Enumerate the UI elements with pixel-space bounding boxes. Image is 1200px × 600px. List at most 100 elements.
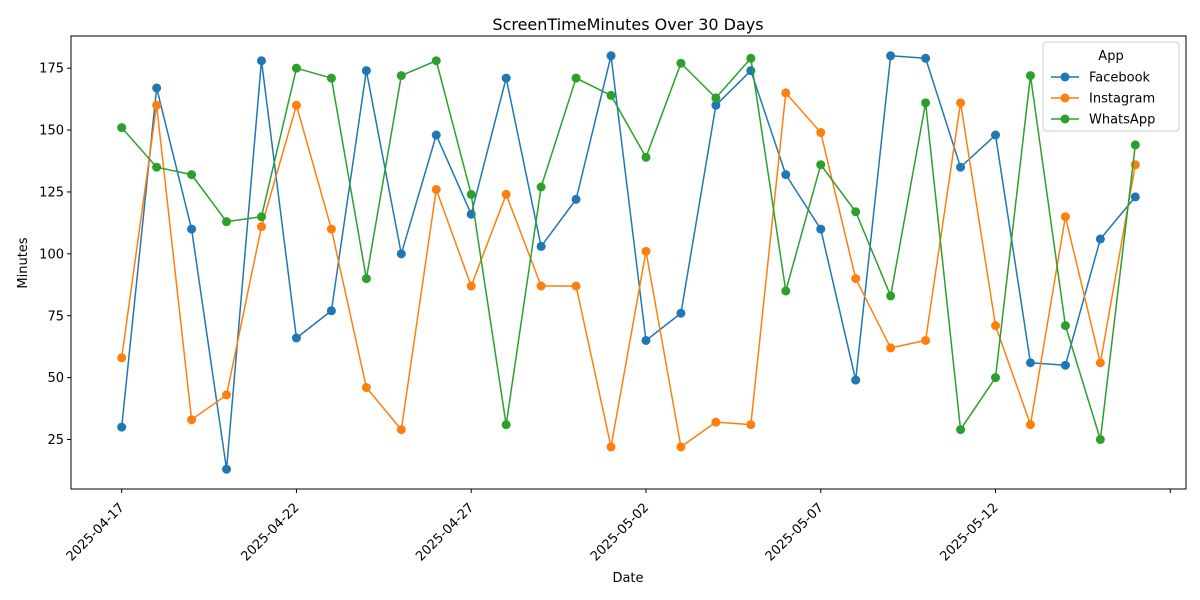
whatsapp-point bbox=[991, 373, 1001, 383]
facebook-point bbox=[187, 224, 197, 234]
instagram-point bbox=[991, 321, 1001, 331]
series-facebook bbox=[117, 51, 1140, 474]
facebook-point bbox=[431, 130, 441, 140]
instagram-point bbox=[781, 88, 791, 98]
instagram-point bbox=[152, 100, 162, 110]
instagram-point bbox=[291, 100, 301, 110]
legend-item-whatsapp: WhatsApp bbox=[1051, 113, 1155, 128]
instagram-point bbox=[326, 224, 336, 234]
whatsapp-point bbox=[781, 286, 791, 296]
whatsapp-point bbox=[291, 63, 301, 73]
whatsapp-point bbox=[326, 73, 336, 83]
plot-area: 2025-04-17 2025-04-22 2025-04-27 2025-05-02… bbox=[39, 35, 1187, 564]
y-tick-label: 125 bbox=[39, 186, 64, 201]
whatsapp-point bbox=[956, 425, 966, 435]
whatsapp-point bbox=[536, 182, 546, 192]
whatsapp-point bbox=[746, 53, 756, 63]
facebook-point bbox=[746, 66, 756, 76]
facebook-point bbox=[326, 306, 336, 316]
whatsapp-point bbox=[571, 73, 581, 83]
facebook-point bbox=[991, 130, 1001, 140]
whatsapp-point bbox=[816, 160, 826, 170]
whatsapp-point bbox=[1130, 140, 1140, 150]
instagram-point bbox=[641, 246, 651, 256]
legend-label: Instagram bbox=[1089, 92, 1155, 107]
instagram-point bbox=[886, 343, 896, 353]
instagram-point bbox=[396, 425, 406, 435]
whatsapp-point bbox=[1060, 321, 1070, 331]
instagram-point bbox=[1025, 420, 1035, 430]
instagram-point bbox=[501, 189, 511, 199]
facebook-point bbox=[222, 464, 232, 474]
whatsapp-line bbox=[121, 57, 1137, 441]
instagram-point bbox=[361, 383, 371, 393]
legend-marker-swatch bbox=[1060, 114, 1070, 124]
y-axis-ticks: 25 50 75 100 125 150 175 bbox=[39, 62, 71, 448]
facebook-point bbox=[606, 51, 616, 61]
facebook-point bbox=[816, 224, 826, 234]
facebook-point bbox=[291, 333, 301, 343]
legend-marker-swatch bbox=[1060, 93, 1070, 103]
whatsapp-point bbox=[641, 152, 651, 162]
whatsapp-point bbox=[886, 291, 896, 301]
instagram-point bbox=[117, 353, 127, 363]
series-whatsapp bbox=[117, 53, 1140, 444]
y-tick-label: 75 bbox=[47, 309, 64, 324]
legend-marker-swatch bbox=[1060, 72, 1070, 82]
facebook-point bbox=[781, 170, 791, 180]
instagram-point bbox=[851, 274, 861, 284]
whatsapp-point bbox=[676, 58, 686, 68]
whatsapp-point bbox=[117, 123, 127, 133]
instagram-point bbox=[1060, 212, 1070, 222]
legend-title: App bbox=[1098, 49, 1123, 64]
facebook-point bbox=[1025, 358, 1035, 368]
instagram-point bbox=[256, 222, 266, 232]
facebook-line bbox=[120, 55, 1136, 470]
x-axis-label: Date bbox=[612, 571, 643, 586]
facebook-point bbox=[117, 422, 127, 432]
instagram-point bbox=[676, 442, 686, 452]
legend-box bbox=[1042, 41, 1180, 132]
whatsapp-point bbox=[1025, 71, 1035, 81]
whatsapp-point bbox=[222, 217, 232, 227]
whatsapp-point bbox=[431, 56, 441, 66]
instagram-point bbox=[746, 420, 756, 430]
instagram-point bbox=[816, 128, 826, 138]
instagram-line bbox=[120, 92, 1137, 448]
facebook-point bbox=[1060, 360, 1070, 370]
y-tick-label: 100 bbox=[39, 247, 64, 262]
series-layer bbox=[117, 51, 1140, 474]
facebook-point bbox=[921, 53, 931, 63]
whatsapp-point bbox=[187, 170, 197, 180]
facebook-point bbox=[536, 241, 546, 251]
whatsapp-point bbox=[606, 90, 616, 100]
instagram-point bbox=[466, 281, 476, 291]
facebook-point bbox=[676, 308, 686, 318]
whatsapp-point bbox=[152, 162, 162, 172]
facebook-point bbox=[501, 73, 511, 83]
facebook-point bbox=[152, 83, 162, 93]
instagram-point bbox=[536, 281, 546, 291]
instagram-point bbox=[921, 335, 931, 345]
whatsapp-point bbox=[466, 189, 476, 199]
y-tick-label: 50 bbox=[47, 371, 64, 386]
facebook-point bbox=[361, 66, 371, 76]
legend-label: Facebook bbox=[1089, 71, 1151, 86]
y-tick-label: 175 bbox=[39, 62, 64, 77]
instagram-point bbox=[431, 184, 441, 194]
y-tick-label: 25 bbox=[47, 433, 64, 448]
facebook-point bbox=[851, 375, 861, 385]
legend: App Facebook Instagram WhatsApp bbox=[1042, 41, 1180, 132]
y-axis-label: Minutes bbox=[16, 237, 31, 288]
legend-item-instagram: Instagram bbox=[1051, 92, 1155, 107]
chart-title: ScreenTimeMinutes Over 30 Days bbox=[492, 15, 763, 34]
legend-item-facebook: Facebook bbox=[1051, 71, 1151, 86]
instagram-point bbox=[187, 415, 197, 425]
whatsapp-point bbox=[851, 207, 861, 217]
series-instagram bbox=[117, 88, 1140, 452]
instagram-point bbox=[1095, 358, 1105, 368]
facebook-point bbox=[711, 100, 721, 110]
whatsapp-point bbox=[256, 212, 266, 222]
whatsapp-point bbox=[361, 274, 371, 284]
